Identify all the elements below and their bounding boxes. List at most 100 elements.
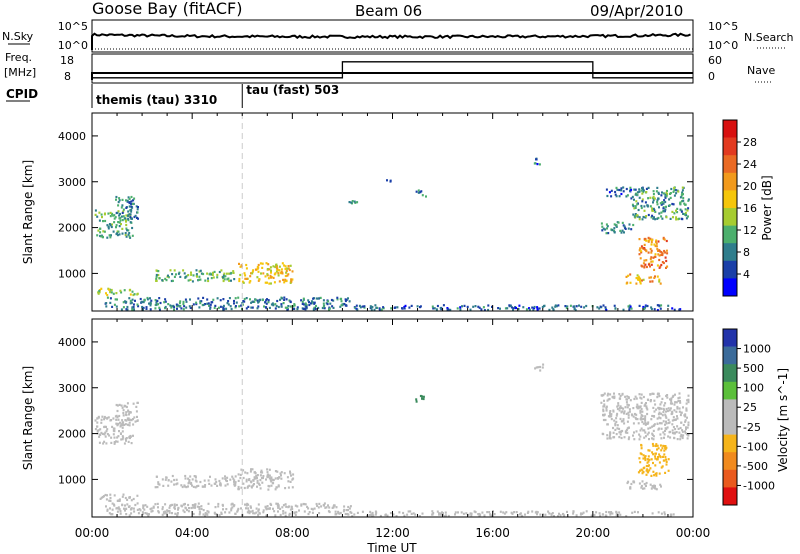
echo-cell xyxy=(174,512,177,515)
echo-cell xyxy=(608,411,611,414)
echo-cell xyxy=(642,395,645,399)
echo-cell xyxy=(644,423,647,426)
echo-cell xyxy=(536,513,538,516)
echo-cell xyxy=(632,407,635,410)
echo-cell xyxy=(131,298,134,301)
echo-cell xyxy=(647,460,650,463)
echo-cell xyxy=(664,456,667,459)
time-axis-label: Time UT xyxy=(366,541,417,554)
echo-cell xyxy=(645,250,648,253)
echo-cell xyxy=(686,399,689,402)
echo-cell xyxy=(201,485,204,488)
echo-cell xyxy=(289,508,292,511)
echo-cell xyxy=(558,512,560,515)
echo-cell xyxy=(124,423,127,426)
echo-cell xyxy=(274,272,277,275)
freq-label-top: Freq. xyxy=(5,51,32,64)
echo-cell xyxy=(188,305,191,308)
echo-cell xyxy=(679,438,682,441)
echo-cell xyxy=(630,413,633,416)
echo-cell xyxy=(658,249,661,252)
echo-cell xyxy=(289,264,292,267)
echo-cell xyxy=(284,274,287,278)
echo-cell xyxy=(118,430,120,433)
echo-cell xyxy=(270,480,273,483)
echo-cell xyxy=(667,418,670,421)
echo-cell xyxy=(641,487,644,490)
colorbar-swatch xyxy=(723,434,737,453)
echo-cell xyxy=(596,306,599,309)
echo-cell xyxy=(255,507,258,510)
echo-cell xyxy=(152,505,155,508)
echo-cell xyxy=(354,201,357,204)
echo-cell xyxy=(632,205,635,208)
echo-cell xyxy=(184,502,186,506)
echo-cell xyxy=(278,476,281,479)
echo-cell xyxy=(109,493,112,496)
echo-cell xyxy=(535,510,538,513)
echo-cell xyxy=(548,308,551,311)
noise-right-tick-top: 10^5 xyxy=(708,20,738,33)
echo-cell xyxy=(633,198,635,201)
echo-cell xyxy=(105,292,107,295)
echo-cell xyxy=(195,485,198,488)
echo-cell xyxy=(657,197,660,200)
echo-cell xyxy=(99,433,102,436)
echo-cell xyxy=(625,195,628,198)
echo-cell xyxy=(605,405,608,408)
echo-cell xyxy=(143,298,146,301)
echo-cell xyxy=(224,275,227,278)
echo-cell xyxy=(619,430,622,433)
echo-cell xyxy=(291,278,294,281)
echo-cell xyxy=(557,304,560,307)
echo-cell xyxy=(126,402,129,405)
echo-cell xyxy=(130,195,133,199)
echo-cell xyxy=(621,221,624,224)
echo-cell xyxy=(290,474,292,477)
echo-cell xyxy=(136,419,139,422)
echo-cell xyxy=(103,230,106,233)
echo-cell xyxy=(120,223,122,226)
echo-cell xyxy=(459,306,462,309)
echo-cell xyxy=(627,416,630,419)
echo-cell xyxy=(613,304,616,307)
echo-cell xyxy=(680,411,683,414)
echo-cell xyxy=(663,249,666,253)
echo-cell xyxy=(417,189,420,192)
echo-cell xyxy=(638,238,641,241)
echo-cell xyxy=(147,514,150,517)
echo-cell xyxy=(677,190,680,193)
echo-cell xyxy=(126,305,129,309)
echo-cell xyxy=(642,471,645,474)
echo-cell xyxy=(635,200,638,203)
echo-cell xyxy=(276,268,279,271)
echo-cell xyxy=(264,306,267,309)
echo-cell xyxy=(593,513,596,517)
echo-cell xyxy=(659,265,662,268)
colorbar-swatch xyxy=(723,172,737,191)
echo-cell xyxy=(641,198,644,201)
echo-cell xyxy=(256,299,259,302)
echo-cell xyxy=(227,300,230,303)
echo-cell xyxy=(656,417,659,420)
echo-cell xyxy=(431,305,434,308)
echo-cell xyxy=(286,476,289,479)
echo-cell xyxy=(649,483,652,486)
echo-cell xyxy=(440,513,442,516)
echo-cell xyxy=(284,279,287,282)
echo-cell xyxy=(554,305,557,308)
echo-cell xyxy=(510,306,513,309)
echo-cell xyxy=(115,414,118,417)
echo-cell xyxy=(610,418,613,421)
echo-cell xyxy=(273,281,276,284)
echo-cell xyxy=(215,513,218,516)
echo-cell xyxy=(644,455,647,458)
echo-cell xyxy=(258,300,260,303)
echo-cell xyxy=(175,503,178,507)
echo-cell xyxy=(640,401,643,404)
echo-cell xyxy=(678,410,681,413)
echo-cell xyxy=(668,421,671,424)
echo-cell xyxy=(432,307,435,310)
echo-cell xyxy=(125,223,128,227)
